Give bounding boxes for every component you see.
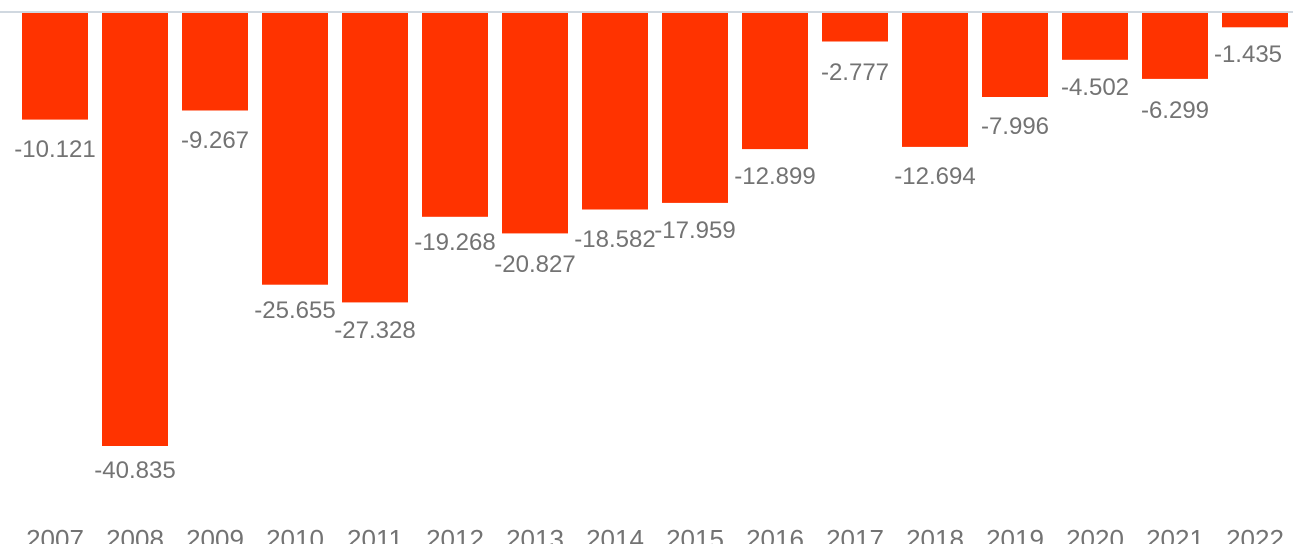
x-tick-label-2021: 2021 xyxy=(1146,524,1204,544)
x-tick-label-2022: 2022 xyxy=(1226,524,1284,544)
x-tick-label-2013: 2013 xyxy=(506,524,564,544)
x-tick-label-2020: 2020 xyxy=(1066,524,1124,544)
bar-2014 xyxy=(582,12,648,210)
x-tick-label-2016: 2016 xyxy=(746,524,804,544)
x-tick-label-2014: 2014 xyxy=(586,524,644,544)
x-tick-label-2008: 2008 xyxy=(106,524,164,544)
bar-2012 xyxy=(422,12,488,217)
value-label-2020: -4.502 xyxy=(1061,74,1129,101)
value-label-2014: -18.582 xyxy=(574,226,655,253)
value-label-2022: -1.435 xyxy=(1214,41,1282,68)
value-label-2021: -6.299 xyxy=(1141,97,1209,124)
value-label-2018: -12.694 xyxy=(894,163,975,190)
bars-layer xyxy=(22,12,1288,446)
x-tick-label-2011: 2011 xyxy=(347,524,403,544)
bar-2017 xyxy=(822,12,888,42)
x-tick-label-2012: 2012 xyxy=(426,524,484,544)
x-tick-labels-layer: 2007 2008 2009 2010 2011 2012 2013 2014 2015 2016… xyxy=(26,524,1284,544)
value-label-2012: -19.268 xyxy=(414,229,495,256)
value-label-2009: -9.267 xyxy=(181,127,249,154)
x-tick-label-2010: 2010 xyxy=(266,524,324,544)
value-label-2015: -17.959 xyxy=(654,217,735,244)
bar-2022 xyxy=(1222,12,1288,28)
bar-2011 xyxy=(342,12,408,303)
x-tick-label-2017: 2017 xyxy=(826,524,884,544)
value-labels-layer: -10.121 -40.835 -9.267 -25.655-27.328 -19.26… xyxy=(14,41,1282,484)
bar-2007 xyxy=(22,12,88,120)
value-label-2013: -20.827 xyxy=(494,251,575,278)
value-label-2007: -10.121 xyxy=(14,136,95,163)
bar-2010 xyxy=(262,12,328,285)
bar-2013 xyxy=(502,12,568,234)
x-tick-label-2019: 2019 xyxy=(986,524,1044,544)
bar-2018 xyxy=(902,12,968,147)
x-tick-label-2015: 2015 xyxy=(666,524,724,544)
value-label-2010: -25.655 xyxy=(254,297,335,324)
bar-2019 xyxy=(982,12,1048,97)
value-label-2019: -7.996 xyxy=(981,113,1049,140)
value-label-2016: -12.899 xyxy=(734,163,815,190)
value-label-2017: -2.777 xyxy=(821,59,889,86)
bar-2009 xyxy=(182,12,248,111)
x-tick-label-2007: 2007 xyxy=(26,524,84,544)
bar-2021 xyxy=(1142,12,1208,79)
bar-2016 xyxy=(742,12,808,150)
x-tick-label-2009: 2009 xyxy=(186,524,244,544)
value-label-2008: -40.835 xyxy=(94,457,175,484)
value-label-2011: -27.328 xyxy=(334,317,415,344)
bar-2020 xyxy=(1062,12,1128,60)
x-tick-label-2018: 2018 xyxy=(906,524,964,544)
bar-2015 xyxy=(662,12,728,203)
bar-2008 xyxy=(102,12,168,446)
